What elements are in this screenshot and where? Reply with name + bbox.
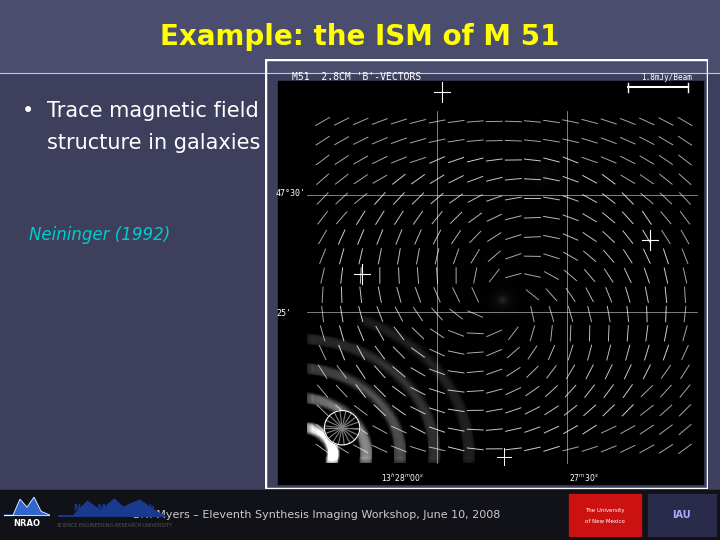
Text: Neininger (1992): Neininger (1992) [29,226,170,244]
Text: IAU: IAU [672,510,691,520]
Text: Trace magnetic field: Trace magnetic field [47,100,258,121]
Text: M51  2.8CM 'B'-VECTORS: M51 2.8CM 'B'-VECTORS [292,72,420,83]
Text: $27^m30^s$: $27^m30^s$ [569,472,598,483]
Polygon shape [4,497,50,515]
Bar [0,490,720,540]
Circle shape [325,410,360,445]
Text: S.T. Myers – Eleventh Synthesis Imaging Workshop, June 10, 2008: S.T. Myers – Eleventh Synthesis Imaging … [133,510,500,519]
Text: Example: the ISM of M 51: Example: the ISM of M 51 [161,23,559,51]
Polygon shape [58,499,166,516]
Text: 47°30': 47°30' [276,189,306,198]
Text: 1.8mJy/Beam: 1.8mJy/Beam [642,73,692,82]
Text: structure in galaxies: structure in galaxies [47,133,260,153]
Text: New Mexico Tech: New Mexico Tech [73,504,155,512]
Text: $13^h28^m00^s$: $13^h28^m00^s$ [381,472,424,484]
Text: of New Mexico: of New Mexico [585,519,625,524]
Text: •: • [22,100,34,121]
Text: SCIENCE·ENGINEERING·RESEARCH·UNIVERSITY: SCIENCE·ENGINEERING·RESEARCH·UNIVERSITY [56,523,172,528]
Text: 25': 25' [276,309,291,318]
Text: The University: The University [585,508,625,513]
Text: NRAO: NRAO [14,519,40,528]
Bar [0,0,720,73]
